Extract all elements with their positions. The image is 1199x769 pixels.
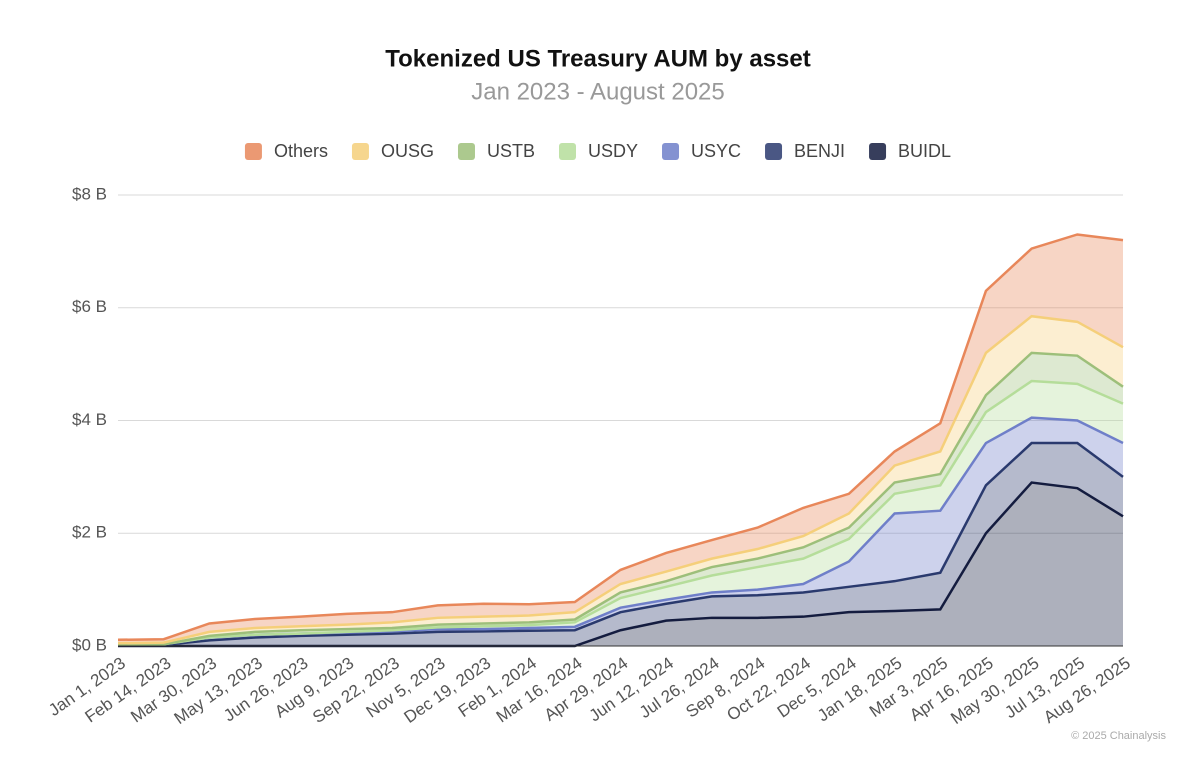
legend-label: USDY xyxy=(588,141,638,161)
y-tick-label: $4 B xyxy=(72,410,107,429)
legend-swatch xyxy=(662,143,680,160)
y-tick-label: $6 B xyxy=(72,297,107,316)
chart-title: Tokenized US Treasury AUM by asset xyxy=(385,45,810,72)
legend-label: OUSG xyxy=(381,141,434,161)
area xyxy=(118,234,1123,644)
legend-label: Others xyxy=(274,141,328,161)
legend-label: BUIDL xyxy=(898,141,951,161)
area xyxy=(118,316,1123,645)
legend-label: USYC xyxy=(691,141,741,161)
area-line xyxy=(117,233,1124,642)
legend-swatch xyxy=(765,143,783,160)
legend-label: USTB xyxy=(487,141,535,161)
area xyxy=(118,443,1123,646)
area xyxy=(118,381,1123,645)
y-tick-label: $2 B xyxy=(72,523,107,542)
chart-subtitle: Jan 2023 - August 2025 xyxy=(471,78,725,105)
area xyxy=(118,352,1123,645)
source-note: © 2025 Chainalysis xyxy=(1071,730,1166,742)
legend-label: BENJI xyxy=(794,141,845,161)
legend: Others OUSG USTB USDY USYC BENJI BUIDL xyxy=(244,141,951,161)
legend-swatch xyxy=(244,143,262,160)
y-tick-label: $8 B xyxy=(72,184,107,203)
area-line xyxy=(118,351,1124,646)
area-line xyxy=(117,314,1124,645)
area-line xyxy=(118,441,1124,647)
area-line xyxy=(118,379,1124,646)
area xyxy=(118,417,1123,645)
legend-swatch xyxy=(559,143,576,160)
legend-swatch xyxy=(869,143,887,160)
legend-swatch xyxy=(351,143,369,160)
area xyxy=(118,482,1123,646)
y-tick-label: $0 B xyxy=(72,635,107,654)
legend-swatch xyxy=(457,143,475,160)
